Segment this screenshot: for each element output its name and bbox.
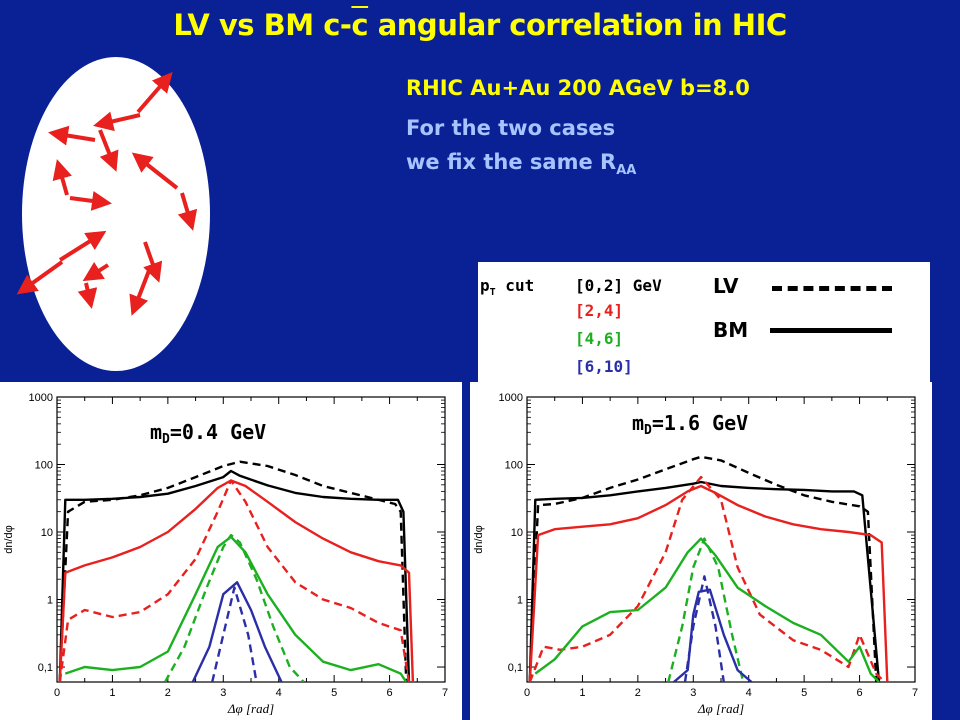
y-tick-label: 100	[505, 460, 523, 472]
y-tick-label: 1000	[29, 392, 53, 404]
panel-label-rest: =0.4 GeV	[170, 420, 266, 444]
series-line	[64, 535, 408, 682]
chart-left-svg: 0 1 2 3 4 5 6 7 0,1 1 10 100 1000 Δφ [rad] dn/dφ mD=0.4…	[3, 392, 448, 716]
series-line	[164, 533, 305, 682]
legend-range-2: [4,6]	[575, 329, 624, 348]
legend-range-1: [2,4]	[575, 301, 624, 320]
legend-range-3: [6,10]	[575, 357, 633, 376]
y-axis-label: dn/dφ	[473, 525, 485, 554]
x-tick-label: 4	[746, 687, 752, 699]
raa-subscript: AA	[616, 163, 637, 178]
note-line-1: For the two cases	[406, 116, 616, 140]
chart-panel-right: 0 1 2 3 4 5 6 7 0,1 1 10 100 1000 Δφ [rad] dn/dφ mD=1.6…	[470, 382, 932, 720]
series-line	[683, 575, 725, 682]
y-axis-label: dn/dφ	[3, 525, 15, 554]
x-tick-label: 6	[387, 687, 393, 699]
legend-bm-line	[770, 328, 892, 333]
y-tick-label: 0,1	[508, 662, 523, 674]
x-tick-label: 5	[331, 687, 337, 699]
x-axis-label: Δφ [rad]	[227, 701, 274, 716]
chart-panel-left: 0 1 2 3 4 5 6 7 0,1 1 10 100 1000 Δφ [rad] dn/dφ mD=0.4…	[0, 382, 462, 720]
series-line	[58, 460, 408, 682]
series-line	[673, 588, 753, 682]
note-line-2: we fix the same RAA	[406, 150, 636, 178]
x-tick-label: 0	[524, 687, 530, 699]
x-tick-label: 3	[690, 687, 696, 699]
series-line	[528, 480, 881, 682]
pt-cut-rest: cut	[495, 276, 535, 295]
legend-lv-label: LV	[713, 274, 739, 298]
title-cbar: c	[351, 8, 369, 42]
series-line	[58, 479, 411, 682]
note-line-2-text: we fix the same R	[406, 150, 617, 174]
series-line	[528, 475, 886, 682]
legend-range-0: [0,2] GeV	[575, 276, 662, 295]
panel-label-m: m	[632, 411, 644, 435]
y-tick-label: 100	[35, 460, 53, 472]
legend-lv-line	[772, 286, 892, 291]
series-line	[528, 484, 889, 682]
title-text-pre: LV vs BM c-	[173, 8, 352, 42]
panel-label-sub: D	[162, 432, 170, 447]
y-tick-label: 1	[517, 595, 523, 607]
x-tick-label: 7	[912, 687, 918, 699]
y-tick-label: 10	[511, 527, 523, 539]
pt-cut-p: p	[480, 276, 490, 295]
x-tick-label: 1	[579, 687, 585, 699]
panel-label-rest: =1.6 GeV	[652, 411, 748, 435]
series-line	[58, 469, 411, 682]
series-line	[211, 586, 258, 682]
collision-ellipse	[22, 57, 210, 371]
x-tick-label: 7	[442, 687, 448, 699]
series-line	[534, 537, 880, 682]
pt-cut-sub: T	[489, 287, 496, 299]
panel-label: mD=1.6 GeV	[632, 411, 748, 438]
slide-title: LV vs BM c-c angular correlation in HIC	[0, 8, 960, 42]
x-tick-label: 6	[857, 687, 863, 699]
y-tick-label: 10	[41, 527, 53, 539]
y-tick-label: 0,1	[38, 662, 53, 674]
y-tick-label: 1	[47, 595, 53, 607]
pt-cut-label: pT cut	[480, 276, 534, 298]
x-tick-label: 0	[54, 687, 60, 699]
legend-bm-label: BM	[713, 318, 749, 342]
series-line	[191, 581, 283, 682]
series-line	[58, 479, 415, 682]
series-group	[58, 460, 415, 682]
panel-label-sub: D	[644, 423, 652, 438]
x-tick-label: 3	[220, 687, 226, 699]
x-tick-label: 5	[801, 687, 807, 699]
legend-box: pT cut [0,2] GeV [2,4] [4,6] [6,10] LV B…	[478, 262, 930, 382]
panel-label-m: m	[150, 420, 162, 444]
x-axis-label: Δφ [rad]	[697, 701, 744, 716]
x-tick-label: 2	[165, 687, 171, 699]
collision-subtitle: RHIC Au+Au 200 AGeV b=8.0	[406, 76, 750, 100]
panel-label: mD=0.4 GeV	[150, 420, 266, 447]
chart-right-svg: 0 1 2 3 4 5 6 7 0,1 1 10 100 1000 Δφ [rad] dn/dφ mD=1.6…	[473, 392, 918, 716]
x-tick-label: 2	[635, 687, 641, 699]
series-line	[528, 455, 878, 682]
y-tick-label: 1000	[499, 392, 523, 404]
x-tick-label: 4	[276, 687, 282, 699]
series-line	[667, 537, 745, 682]
x-tick-label: 1	[109, 687, 115, 699]
series-group	[528, 455, 889, 682]
title-text-post: angular correlation in HIC	[368, 8, 787, 42]
